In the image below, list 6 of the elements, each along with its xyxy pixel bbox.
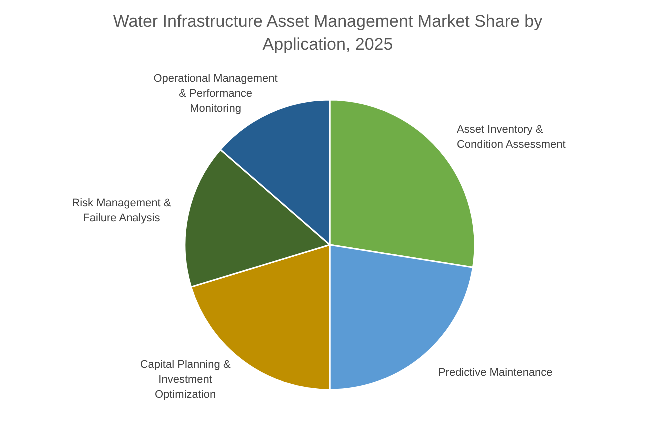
slice-label: Predictive Maintenance: [438, 366, 553, 379]
slice-label: Capital Planning & Investment Optimization: [140, 359, 232, 402]
chart-title: Water Infrastructure Asset Management Market Share by Application, 2025: [112, 11, 544, 56]
slice-label: Risk Management & Failure Analysis: [72, 198, 172, 225]
slice-label: Asset Inventory & Condition Assessment: [456, 124, 566, 152]
slice-label: Operational Management & Performance Monitoring: [154, 73, 278, 116]
